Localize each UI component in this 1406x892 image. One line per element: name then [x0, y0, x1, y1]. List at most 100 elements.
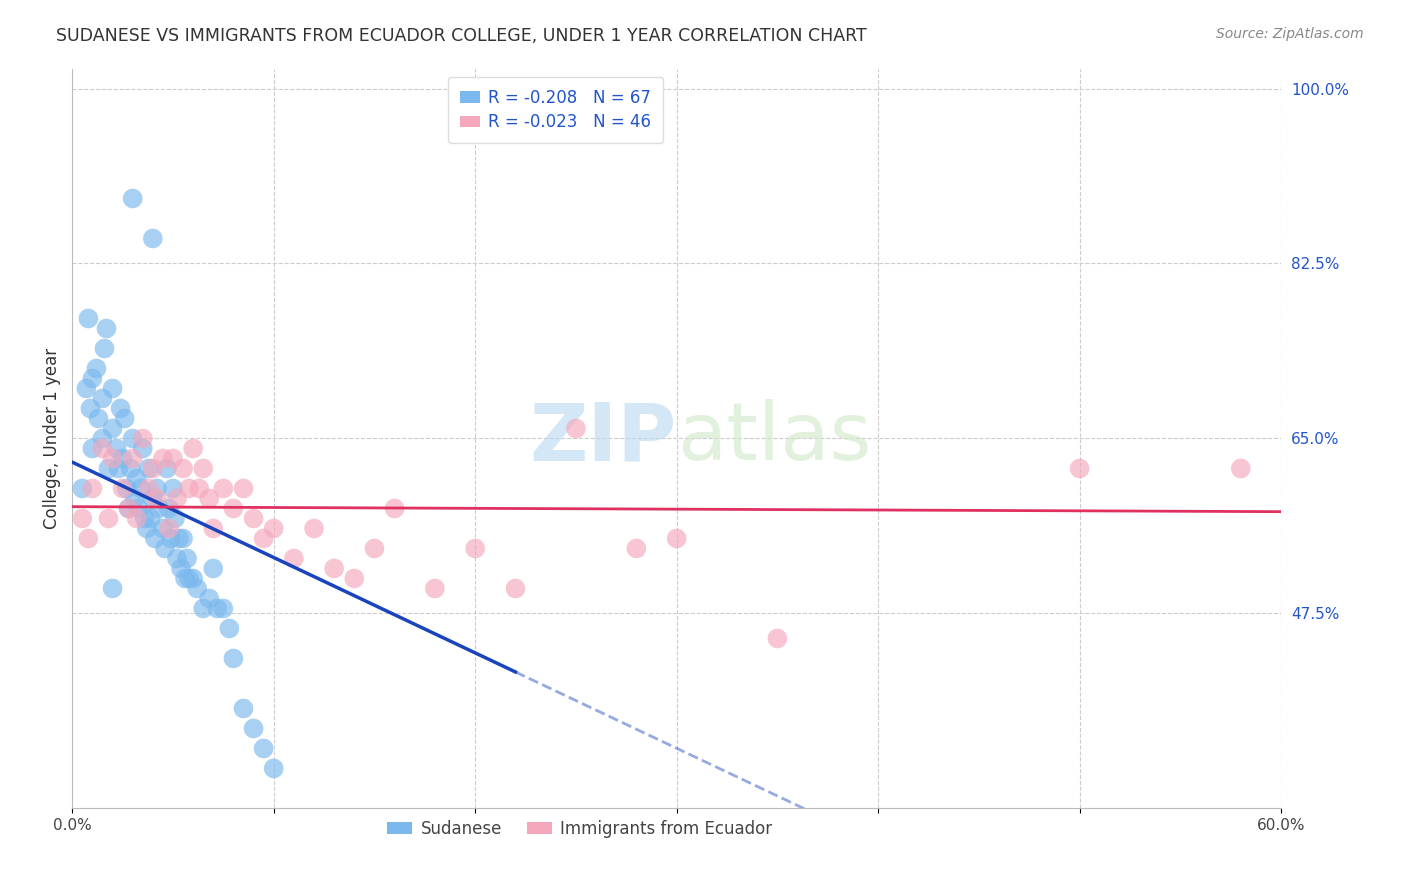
Point	[101, 421, 124, 435]
Point	[172, 532, 194, 546]
Point	[181, 572, 204, 586]
Point	[135, 521, 157, 535]
Point	[86, 361, 108, 376]
Point	[72, 482, 94, 496]
Point	[156, 461, 179, 475]
Point	[125, 511, 148, 525]
Point	[384, 501, 406, 516]
Point	[181, 442, 204, 456]
Point	[153, 541, 176, 556]
Point	[72, 511, 94, 525]
Point	[79, 401, 101, 416]
Point	[97, 461, 120, 475]
Point	[157, 521, 180, 535]
Point	[146, 491, 169, 506]
Point	[148, 501, 170, 516]
Point	[87, 411, 110, 425]
Point	[207, 601, 229, 615]
Point	[283, 551, 305, 566]
Point	[170, 561, 193, 575]
Point	[97, 511, 120, 525]
Text: ZIP: ZIP	[530, 400, 676, 477]
Point	[132, 432, 155, 446]
Point	[101, 382, 124, 396]
Point	[110, 401, 132, 416]
Point	[253, 532, 276, 546]
Legend: Sudanese, Immigrants from Ecuador: Sudanese, Immigrants from Ecuador	[381, 814, 779, 845]
Point	[128, 501, 150, 516]
Point	[1230, 461, 1253, 475]
Point	[129, 482, 152, 496]
Point	[198, 491, 221, 506]
Point	[82, 442, 104, 456]
Point	[163, 511, 186, 525]
Point	[142, 461, 165, 475]
Point	[142, 491, 165, 506]
Point	[121, 192, 143, 206]
Point	[152, 451, 174, 466]
Point	[766, 632, 789, 646]
Point	[166, 491, 188, 506]
Point	[91, 442, 114, 456]
Point	[202, 561, 225, 575]
Point	[177, 482, 200, 496]
Point	[343, 572, 366, 586]
Point	[105, 442, 128, 456]
Y-axis label: College, Under 1 year: College, Under 1 year	[44, 348, 60, 529]
Point	[111, 482, 134, 496]
Point	[172, 461, 194, 475]
Point	[160, 532, 183, 546]
Point	[132, 442, 155, 456]
Point	[138, 482, 160, 496]
Point	[139, 511, 162, 525]
Point	[193, 601, 215, 615]
Point	[143, 532, 166, 546]
Point	[186, 582, 208, 596]
Point	[505, 582, 527, 596]
Point	[134, 511, 156, 525]
Point	[212, 601, 235, 615]
Point	[323, 561, 346, 575]
Point	[101, 451, 124, 466]
Point	[142, 231, 165, 245]
Point	[121, 432, 143, 446]
Point	[82, 371, 104, 385]
Point	[193, 461, 215, 475]
Text: Source: ZipAtlas.com: Source: ZipAtlas.com	[1216, 27, 1364, 41]
Point	[114, 411, 136, 425]
Point	[124, 491, 146, 506]
Point	[263, 761, 285, 775]
Point	[232, 482, 254, 496]
Point	[263, 521, 285, 535]
Point	[162, 451, 184, 466]
Point	[167, 532, 190, 546]
Point	[115, 482, 138, 496]
Point	[121, 451, 143, 466]
Point	[202, 521, 225, 535]
Point	[93, 342, 115, 356]
Point	[77, 532, 100, 546]
Text: SUDANESE VS IMMIGRANTS FROM ECUADOR COLLEGE, UNDER 1 YEAR CORRELATION CHART: SUDANESE VS IMMIGRANTS FROM ECUADOR COLL…	[56, 27, 868, 45]
Point	[222, 651, 245, 665]
Point	[242, 722, 264, 736]
Point	[363, 541, 385, 556]
Point	[125, 471, 148, 485]
Point	[423, 582, 446, 596]
Point	[138, 461, 160, 475]
Point	[1069, 461, 1091, 475]
Point	[218, 622, 240, 636]
Point	[75, 382, 97, 396]
Point	[565, 421, 588, 435]
Point	[188, 482, 211, 496]
Point	[464, 541, 486, 556]
Point	[117, 501, 139, 516]
Point	[253, 741, 276, 756]
Point	[91, 392, 114, 406]
Point	[162, 482, 184, 496]
Point	[177, 572, 200, 586]
Point	[117, 501, 139, 516]
Text: atlas: atlas	[676, 400, 872, 477]
Point	[152, 521, 174, 535]
Point	[166, 551, 188, 566]
Point	[302, 521, 325, 535]
